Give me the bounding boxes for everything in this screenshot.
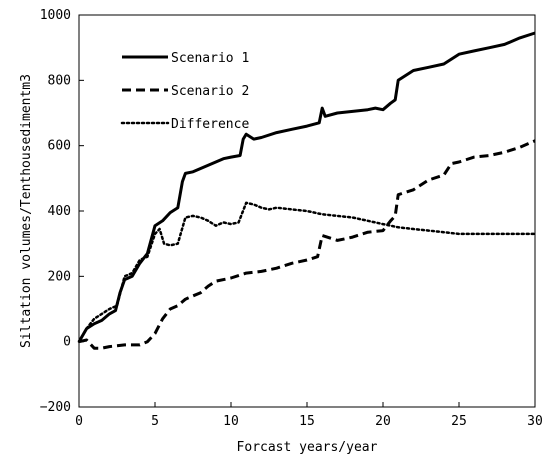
x-tick-label: 0 (75, 414, 83, 429)
y-axis-title: Siltation volumes/Tenthousedimentm3 (19, 74, 34, 348)
y-tick-label: 0 (63, 335, 71, 350)
x-tick-label: 20 (375, 414, 391, 429)
series-lines (77, 31, 537, 350)
series-line-scenario-1 (77, 31, 536, 343)
legend: Scenario 1 Scenario 2 Difference (120, 51, 249, 132)
x-tick-label: 10 (223, 414, 239, 429)
x-tick-label: 15 (299, 414, 315, 429)
y-tick-label: 200 (48, 269, 71, 284)
x-tick-label: 5 (151, 414, 159, 429)
plot-frame (78, 14, 536, 408)
y-tick-label: −200 (40, 400, 71, 415)
legend-label: Difference (171, 117, 249, 132)
plot-border (78, 14, 536, 408)
x-tick-label: 25 (451, 414, 467, 429)
x-axis-title: Forcast years/year (237, 440, 378, 455)
axis-ticks: 0 5 10 15 20 25 30 −200 0 200 400 600 800 1000 (40, 8, 543, 429)
legend-label: Scenario 1 (171, 51, 249, 66)
x-tick-label: 30 (527, 414, 543, 429)
y-tick-label: 400 (48, 204, 71, 219)
y-tick-label: 800 (48, 73, 71, 88)
series-line-difference (77, 201, 537, 343)
y-tick-label: 1000 (40, 8, 71, 23)
series-line-scenario-2 (78, 139, 536, 350)
y-tick-label: 600 (48, 139, 71, 154)
legend-label: Scenario 2 (171, 84, 249, 99)
